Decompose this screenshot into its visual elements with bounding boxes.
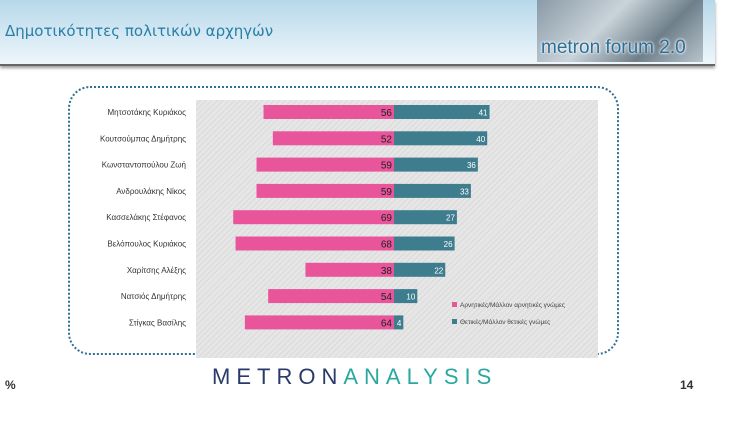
- bar-negative: [235, 236, 394, 251]
- category-label: Κουτσούμπας Δημήτρης: [100, 134, 186, 143]
- data-label-negative: 64: [381, 318, 393, 329]
- data-label-positive: 36: [467, 161, 476, 170]
- data-label-positive: 26: [444, 240, 453, 249]
- data-label-positive: 27: [446, 214, 455, 223]
- bar-negative: [268, 289, 394, 304]
- bar-negative: [244, 315, 394, 330]
- bar-positive: [394, 131, 488, 146]
- category-label: Μητσοτάκης Κυριάκος: [107, 108, 186, 117]
- category-label: Νατσιός Δημήτρης: [121, 292, 186, 301]
- page-title: Δημοτικότητες πολιτικών αρχηγών: [5, 22, 274, 40]
- bar-positive: [394, 210, 457, 225]
- bar-positive: [394, 105, 490, 119]
- metron-forum-logo: metron forum 2.0: [537, 0, 703, 62]
- bar-negative: [263, 105, 394, 119]
- category-label: Βελόπουλος Κυριάκος: [107, 240, 186, 249]
- data-label-positive: 40: [476, 135, 485, 144]
- data-label-negative: 54: [381, 292, 393, 303]
- unit-label: %: [5, 378, 16, 392]
- data-label-negative: 69: [381, 213, 393, 224]
- data-label-negative: 68: [381, 240, 393, 251]
- logo-part1: METRON: [212, 364, 344, 389]
- metron-analysis-logo: METRONANALYSIS: [212, 364, 497, 390]
- legend-label: Θετικές/Μάλλον θετικές γνώμες: [460, 318, 550, 326]
- data-label-negative: 38: [381, 266, 393, 277]
- category-label: Στίγκας Βασίλης: [129, 318, 186, 327]
- bar-positive: [394, 262, 446, 277]
- data-label-positive: 22: [434, 266, 443, 275]
- bar-negative: [272, 131, 394, 146]
- legend-swatch: [452, 319, 457, 324]
- logo-text: metron forum 2.0: [541, 37, 686, 58]
- bar-negative: [256, 183, 394, 198]
- page-number: 14: [680, 378, 694, 392]
- category-label: Ανδρουλάκης Νίκος: [116, 187, 186, 196]
- bar-negative: [256, 157, 394, 172]
- data-label-negative: 59: [381, 161, 393, 172]
- data-label-negative: 52: [381, 134, 393, 145]
- bar-positive: [394, 236, 455, 251]
- category-label: Κασσελάκης Στέφανος: [106, 213, 186, 222]
- bar-negative: [305, 262, 394, 277]
- logo-part2: ANALYSIS: [343, 364, 498, 389]
- category-label: Χαρίτσης Αλέξης: [127, 266, 186, 275]
- legend-label: Αρνητικές/Μάλλον αρνητικές γνώμες: [460, 301, 565, 309]
- bar-positive: [394, 183, 471, 198]
- bar-positive: [394, 157, 478, 172]
- bar-negative: [233, 210, 394, 225]
- data-label-positive: 4: [397, 319, 402, 328]
- data-label-positive: 33: [460, 187, 469, 196]
- header: Δημοτικότητες πολιτικών αρχηγών metron f…: [0, 0, 715, 66]
- bar-positive: [394, 289, 418, 304]
- data-label-positive: 10: [406, 293, 415, 302]
- data-label-negative: 56: [381, 108, 393, 119]
- data-label-positive: 41: [479, 109, 488, 118]
- legend-swatch: [452, 302, 457, 307]
- data-label-negative: 59: [381, 187, 393, 198]
- category-label: Κωνσταντοπούλου Ζωή: [102, 161, 186, 170]
- bar-positive: [394, 315, 404, 330]
